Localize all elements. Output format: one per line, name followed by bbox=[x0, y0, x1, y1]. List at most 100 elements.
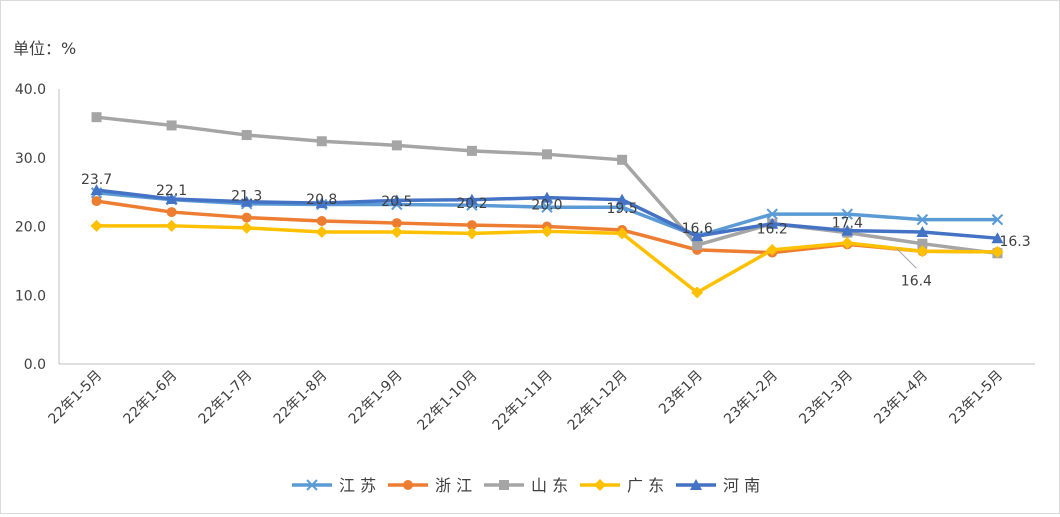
data-label: 21.3 bbox=[231, 189, 262, 205]
axes: 0.0 10.0 20.0 30.0 40.0 22年1-5月 22年1-6月 22年1-7月… bbox=[15, 82, 1035, 434]
data-label: 16.2 bbox=[757, 222, 788, 238]
diamond-marker bbox=[594, 479, 606, 491]
triangle-marker bbox=[240, 195, 253, 207]
diamond-marker bbox=[390, 226, 403, 238]
diamond-marker bbox=[541, 225, 553, 238]
circle-marker bbox=[316, 216, 327, 226]
square-marker bbox=[692, 240, 703, 251]
legend-label: 浙 江 bbox=[435, 476, 472, 495]
triangle-marker bbox=[691, 230, 704, 242]
triangle-marker bbox=[165, 193, 178, 204]
legend-label: 山 东 bbox=[531, 476, 568, 495]
legend-label: 河 南 bbox=[723, 476, 760, 495]
data-label: 23.7 bbox=[81, 172, 112, 188]
square-marker bbox=[917, 238, 928, 249]
series-layer bbox=[90, 112, 1004, 299]
triangle-marker bbox=[541, 191, 553, 203]
diamond-marker bbox=[841, 237, 854, 249]
data-label: 16.4 bbox=[901, 273, 932, 289]
legend-label: 江 苏 bbox=[339, 476, 376, 495]
x-marker bbox=[841, 208, 854, 220]
diamond-marker bbox=[315, 226, 328, 238]
x-tick-label: 22年1-12月 bbox=[565, 368, 631, 434]
diamond-marker bbox=[916, 245, 929, 258]
triangle-marker bbox=[315, 197, 328, 209]
unit-label: 单位：% bbox=[13, 39, 76, 58]
circle-marker bbox=[391, 218, 402, 229]
label-leader-line bbox=[896, 247, 917, 269]
circle-marker bbox=[91, 196, 102, 207]
data-label: 20.8 bbox=[306, 192, 337, 208]
x-tick-label: 23年1-5月 bbox=[946, 368, 1006, 428]
x-tick-label: 22年1-5月 bbox=[45, 368, 105, 428]
triangle-marker bbox=[766, 217, 779, 229]
diamond-marker bbox=[766, 243, 779, 256]
diamond-marker bbox=[165, 219, 178, 232]
x-marker bbox=[991, 213, 1004, 226]
x-marker bbox=[766, 208, 778, 220]
y-tick-label: 20.0 bbox=[15, 220, 46, 236]
x-tick-label: 22年1-10月 bbox=[415, 368, 481, 434]
square-marker bbox=[499, 480, 509, 490]
x-marker bbox=[306, 479, 318, 491]
x-tick-label: 22年1-11月 bbox=[490, 368, 556, 434]
legend-label: 广 东 bbox=[627, 476, 664, 495]
x-marker bbox=[541, 201, 553, 213]
square-marker bbox=[166, 120, 177, 131]
triangle-marker bbox=[916, 226, 929, 237]
square-marker bbox=[91, 112, 102, 123]
legend-item: 广 东 bbox=[580, 476, 664, 495]
diamond-marker bbox=[691, 286, 704, 299]
circle-marker bbox=[166, 207, 177, 218]
legend-item: 河 南 bbox=[676, 476, 760, 495]
x-tick-label: 23年1-3月 bbox=[796, 368, 856, 428]
series-5 bbox=[90, 184, 1004, 244]
triangle-marker bbox=[390, 194, 403, 206]
diamond-marker bbox=[465, 227, 478, 240]
data-label: 16.3 bbox=[999, 234, 1030, 250]
square-marker bbox=[391, 140, 402, 151]
square-marker bbox=[466, 145, 477, 156]
y-tick-label: 30.0 bbox=[15, 151, 46, 167]
circle-marker bbox=[241, 212, 252, 223]
triangle-marker bbox=[841, 224, 854, 236]
data-label: 20.2 bbox=[456, 196, 487, 212]
x-marker bbox=[916, 213, 929, 226]
series-4 bbox=[90, 219, 1004, 299]
x-tick-label: 23年1-2月 bbox=[721, 368, 781, 428]
y-tick-label: 0.0 bbox=[24, 357, 46, 373]
data-labels: 23.7 22.1 21.3 20.8 20.5 20.2 20.0 19.5 16.6 16.2… bbox=[81, 172, 1031, 289]
circle-marker bbox=[403, 480, 413, 490]
x-tick-label: 23年1-4月 bbox=[871, 368, 931, 428]
square-marker bbox=[617, 154, 628, 165]
x-tick-label: 23年1月 bbox=[656, 368, 706, 418]
x-tick-label: 22年1-7月 bbox=[196, 368, 256, 428]
data-label: 20.5 bbox=[381, 194, 412, 210]
data-label: 16.6 bbox=[682, 221, 713, 237]
diamond-marker bbox=[616, 227, 629, 240]
square-marker bbox=[241, 130, 252, 141]
triangle-marker bbox=[465, 193, 478, 205]
legend-item: 山 东 bbox=[484, 476, 568, 495]
triangle-marker bbox=[90, 184, 103, 196]
y-tick-label: 40.0 bbox=[15, 82, 46, 98]
diamond-marker bbox=[240, 221, 253, 234]
legend-item: 浙 江 bbox=[388, 476, 472, 495]
square-marker bbox=[542, 149, 552, 160]
triangle-marker bbox=[616, 193, 629, 205]
y-tick-label: 10.0 bbox=[15, 288, 46, 304]
circle-marker bbox=[466, 220, 477, 231]
legend-item: 江 苏 bbox=[292, 476, 376, 495]
data-label: 17.4 bbox=[832, 215, 863, 231]
data-label: 19.5 bbox=[606, 201, 637, 217]
legend: 江 苏浙 江山 东广 东河 南 bbox=[292, 476, 760, 495]
triangle-marker bbox=[690, 479, 702, 490]
data-label: 20.0 bbox=[531, 198, 562, 214]
diamond-marker bbox=[991, 245, 1004, 258]
data-label: 22.1 bbox=[156, 183, 187, 199]
x-tick-label: 22年1-9月 bbox=[346, 368, 406, 428]
x-tick-label: 22年1-8月 bbox=[271, 368, 331, 428]
diamond-marker bbox=[90, 219, 103, 232]
